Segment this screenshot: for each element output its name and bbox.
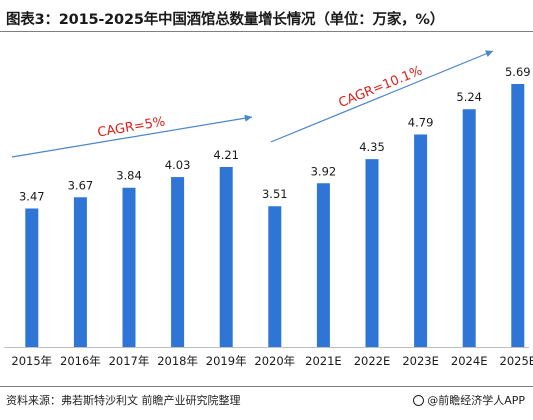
- brand-label: @前瞻经济学人APP: [427, 394, 525, 407]
- cagr-arrow: [270, 50, 494, 143]
- bar-2015年: [25, 208, 39, 347]
- footer-divider: [0, 386, 533, 387]
- bar-2021E: [316, 183, 330, 347]
- value-label: 4.79: [408, 115, 434, 129]
- bar-2018年: [171, 177, 185, 347]
- bar-chart: 3.47 2015年 3.67 2016年 3.84 2017年 4.03 2018年 4.21…: [4, 50, 533, 368]
- value-label: 3.84: [116, 169, 142, 183]
- value-label: 4.21: [213, 148, 239, 162]
- source-note: 资料来源：弗若斯特沙利文 前瞻产业研究院整理: [6, 394, 241, 407]
- cagr-label: CAGR=10.1%: [337, 63, 425, 111]
- value-label: 3.47: [19, 189, 45, 203]
- bar-2020年: [268, 206, 282, 347]
- value-label: 4.03: [165, 158, 191, 172]
- x-tick-label: 2023E: [402, 354, 439, 368]
- value-label: 3.67: [68, 178, 94, 192]
- bar-2017年: [122, 187, 136, 347]
- x-tick-label: 2016年: [60, 354, 101, 368]
- value-label: 3.51: [262, 187, 288, 201]
- x-tick-label: 2017年: [109, 354, 150, 368]
- bar-2016年: [73, 197, 87, 347]
- x-tick-label: 2024E: [451, 354, 488, 368]
- x-tick-label: 2021E: [305, 354, 342, 368]
- value-label: 5.24: [456, 90, 482, 104]
- bar-2019年: [219, 166, 233, 347]
- x-tick-label: 2022E: [354, 354, 391, 368]
- value-label: 5.69: [505, 65, 531, 79]
- title-divider: [0, 31, 533, 32]
- x-tick-label: 2025E: [500, 354, 533, 368]
- bar-2025E: [511, 84, 525, 347]
- brand-credit: @前瞻经济学人APP: [413, 392, 525, 408]
- chart-title: 图表3：2015-2025年中国酒馆总数量增长情况（单位：万家，%）: [6, 12, 445, 28]
- x-tick-label: 2019年: [206, 354, 247, 368]
- x-tick-label: 2015年: [11, 354, 52, 368]
- brand-logo-icon: [413, 395, 425, 406]
- value-label: 4.35: [359, 140, 385, 154]
- bar-2023E: [414, 134, 428, 347]
- cagr-arrow: [11, 114, 253, 158]
- x-tick-label: 2020年: [254, 354, 295, 368]
- x-tick-label: 2018年: [157, 354, 198, 368]
- bar-2022E: [365, 159, 379, 347]
- value-label: 3.92: [311, 164, 337, 178]
- bar-2024E: [462, 109, 476, 347]
